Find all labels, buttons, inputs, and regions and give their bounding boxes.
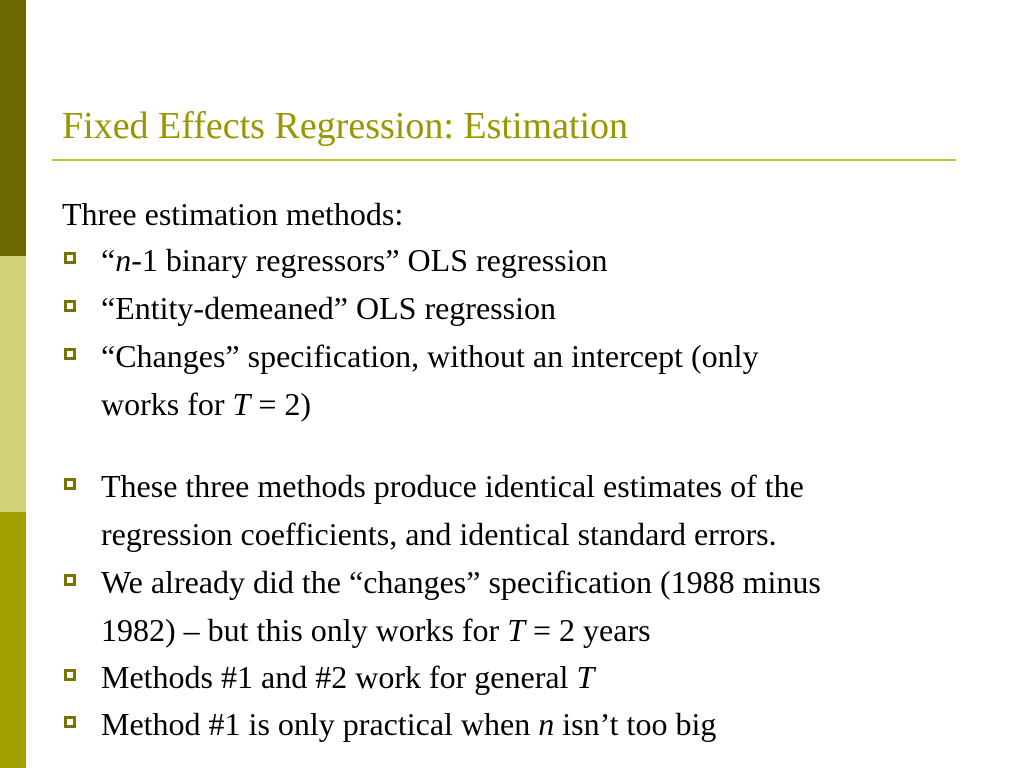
bullet-line: works for T = 2) <box>101 386 312 422</box>
italic-variable: T <box>232 386 251 422</box>
square-bullet-icon <box>64 348 76 360</box>
bullet-line: Method #1 is only practical when n isn’t… <box>101 706 717 742</box>
square-bullet-icon <box>64 300 76 312</box>
bullet-text: “Entity-demeaned” OLS regression <box>101 284 556 332</box>
italic-variable: T <box>576 659 595 695</box>
bullet-text: Methods #1 and #2 work for general T <box>101 653 594 701</box>
square-bullet-icon <box>64 252 76 264</box>
bullet-line: “Entity-demeaned” OLS regression <box>101 290 556 326</box>
bullet-line: “n-1 binary regressors” OLS regression <box>101 242 608 278</box>
italic-variable: n <box>538 706 555 742</box>
square-bullet-icon <box>64 574 76 586</box>
slide-title: Fixed Effects Regression: Estimation <box>62 105 629 147</box>
bullet-text: We already did the “changes” specificati… <box>101 558 821 654</box>
bullet-line: “Changes” specification, without an inte… <box>101 338 759 374</box>
square-bullet-icon <box>64 669 76 681</box>
bullet-text: “Changes” specification, without an inte… <box>101 332 759 428</box>
square-bullet-icon <box>64 716 76 728</box>
square-bullet-icon <box>64 478 76 490</box>
title-rule <box>52 159 956 161</box>
side-bar-bottom <box>0 512 26 768</box>
side-bar-top <box>0 0 26 256</box>
bullet-text: These three methods produce identical es… <box>101 462 804 558</box>
bullet-line: 1982) – but this only works for T = 2 ye… <box>101 612 651 648</box>
bullet-text: “n-1 binary regressors” OLS regression <box>101 236 608 284</box>
italic-variable: n <box>115 242 132 278</box>
bullet-line: These three methods produce identical es… <box>101 468 804 504</box>
italic-variable: T <box>507 612 525 648</box>
intro-line: Three estimation methods: <box>62 196 404 232</box>
side-bar-middle <box>0 256 26 512</box>
bullet-line: regression coefficients, and identical s… <box>101 516 777 552</box>
bullet-text: Method #1 is only practical when n isn’t… <box>101 700 716 748</box>
bullet-line: Methods #1 and #2 work for general T <box>101 659 595 695</box>
bullet-line: We already did the “changes” specificati… <box>101 564 821 600</box>
